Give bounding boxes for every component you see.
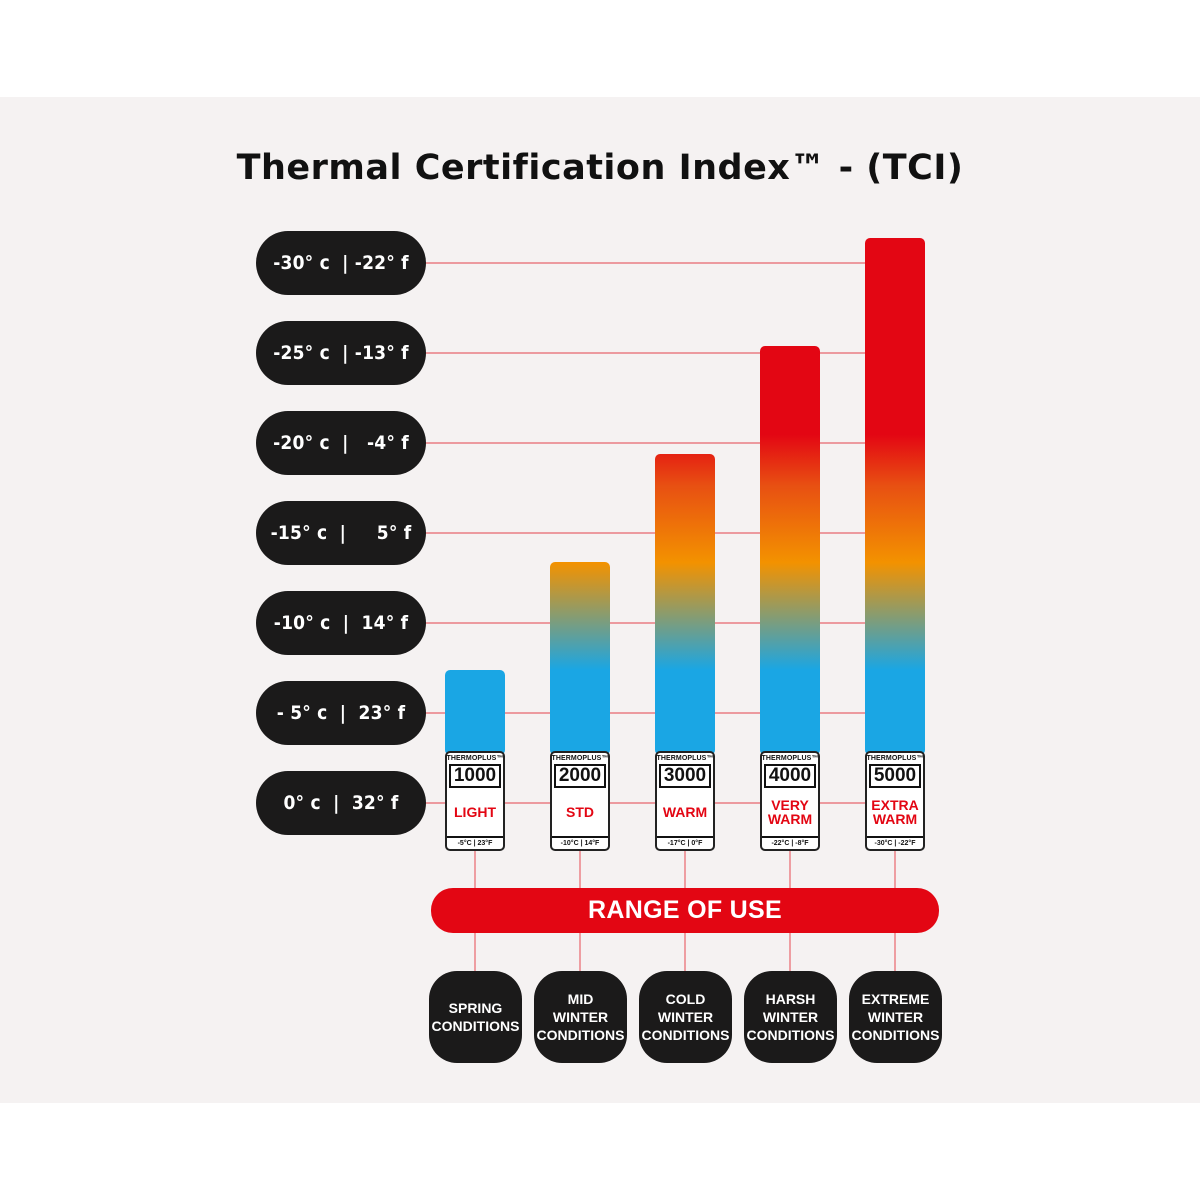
bar-4000 — [760, 346, 820, 755]
y-axis-label: 0° c | 32° f — [256, 771, 426, 835]
y-axis-label: -30° c | -22° f — [256, 231, 426, 295]
thermoplus-badge-2000: THERMOPLUS™ 2000 STD -10°C | 14°F — [550, 751, 610, 851]
thermoplus-badge-5000: THERMOPLUS™ 5000 EXTRA WARM -30°C | -22°F — [865, 751, 925, 851]
badge-level: VERY WARM — [767, 797, 813, 827]
badge-number: 1000 — [449, 764, 501, 788]
badge-range: -22°C | -8°F — [762, 836, 818, 849]
badge-number: 3000 — [659, 764, 711, 788]
y-axis-label: -25° c | -13° f — [256, 321, 426, 385]
badge-level: STD — [566, 804, 594, 820]
condition-label: SPRING CONDITIONS — [429, 971, 522, 1063]
badge-range: -5°C | 23°F — [447, 836, 503, 849]
y-axis-label: - 5° c | 23° f — [256, 681, 426, 745]
chart-title: Thermal Certification Index™ - (TCI) — [236, 148, 964, 188]
y-axis-label: -10° c | 14° f — [256, 591, 426, 655]
y-axis-label: -15° c | 5° f — [256, 501, 426, 565]
badge-brand: THERMOPLUS™ — [761, 755, 819, 762]
badge-level: WARM — [662, 804, 708, 820]
bar-5000 — [865, 238, 925, 755]
badge-level: EXTRA WARM — [871, 797, 919, 827]
badge-range: -17°C | 0°F — [657, 836, 713, 849]
bar-1000 — [445, 670, 505, 755]
range-of-use-bar: RANGE OF USE — [431, 888, 939, 933]
badge-brand: THERMOPLUS™ — [551, 755, 609, 762]
y-axis-label: -20° c | -4° f — [256, 411, 426, 475]
bar-3000 — [655, 454, 715, 755]
badge-range: -30°C | -22°F — [867, 836, 923, 849]
badge-brand: THERMOPLUS™ — [656, 755, 714, 762]
condition-label: COLD WINTER CONDITIONS — [639, 971, 732, 1063]
condition-label: EXTREME WINTER CONDITIONS — [849, 971, 942, 1063]
condition-label: MID WINTER CONDITIONS — [534, 971, 627, 1063]
bar-2000 — [550, 562, 610, 755]
badge-number: 4000 — [764, 764, 816, 788]
badge-brand: THERMOPLUS™ — [866, 755, 924, 762]
condition-label: HARSH WINTER CONDITIONS — [744, 971, 837, 1063]
thermoplus-badge-4000: THERMOPLUS™ 4000 VERY WARM -22°C | -8°F — [760, 751, 820, 851]
thermoplus-badge-1000: THERMOPLUS™ 1000 LIGHT -5°C | 23°F — [445, 751, 505, 851]
thermoplus-badge-3000: THERMOPLUS™ 3000 WARM -17°C | 0°F — [655, 751, 715, 851]
badge-range: -10°C | 14°F — [552, 836, 608, 849]
badge-number: 5000 — [869, 764, 921, 788]
badge-number: 2000 — [554, 764, 606, 788]
badge-brand: THERMOPLUS™ — [446, 755, 504, 762]
badge-level: LIGHT — [454, 804, 496, 820]
